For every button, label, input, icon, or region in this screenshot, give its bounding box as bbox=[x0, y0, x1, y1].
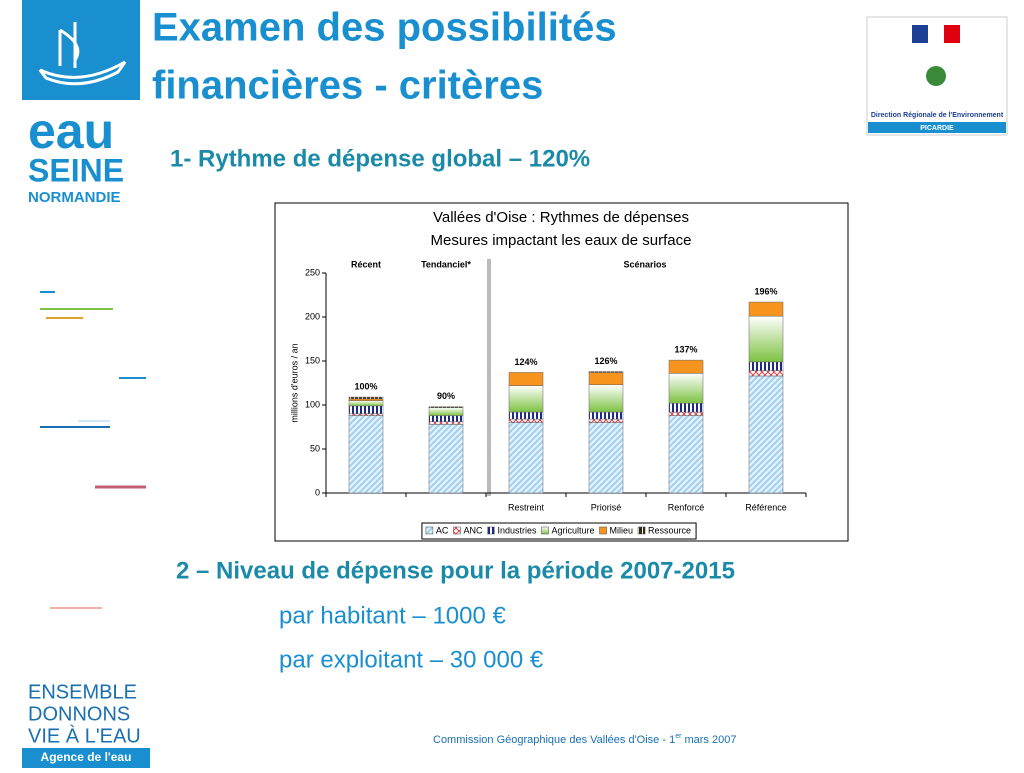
x-tick-label: Restreint bbox=[508, 502, 545, 512]
bar-segment bbox=[428, 406, 464, 408]
legend-swatch bbox=[599, 526, 607, 535]
bar-segment bbox=[588, 371, 624, 373]
percent-label: 124% bbox=[514, 357, 537, 367]
footer: Commission Géographique des Vallées d'Oi… bbox=[433, 733, 736, 746]
group-label: Récent bbox=[351, 259, 381, 269]
logo-ensemble: ENSEMBLE bbox=[28, 681, 137, 703]
legend-label: Industries bbox=[497, 525, 537, 535]
y-tick-label: 250 bbox=[305, 267, 320, 277]
subtitle: 1- Rythme de dépense global – 120% bbox=[170, 145, 590, 172]
section-heading: 2 – Niveau de dépense pour la période 20… bbox=[176, 557, 735, 584]
dre-region: PICARDIE bbox=[920, 125, 954, 132]
logo-badge-text: Agence de l'eau bbox=[41, 750, 132, 764]
x-tick-label: Renforcé bbox=[668, 502, 705, 512]
boat-icon bbox=[38, 22, 127, 86]
y-axis-label: millions d'euros / an bbox=[289, 343, 299, 422]
bar-segment bbox=[508, 385, 544, 413]
bar-segment bbox=[748, 375, 784, 494]
legend-swatch bbox=[487, 526, 495, 535]
logo-vie: VIE À L'EAU bbox=[28, 724, 141, 747]
bar-segment bbox=[348, 400, 384, 407]
legend-swatch bbox=[453, 526, 461, 535]
bar-segment bbox=[348, 413, 384, 416]
group-label: Scénarios bbox=[623, 259, 666, 269]
x-tick-label: Priorisé bbox=[591, 502, 622, 512]
legend-swatch bbox=[637, 526, 646, 535]
bar-segment bbox=[348, 396, 384, 400]
logo-eau: eau bbox=[28, 103, 114, 159]
bar-segment bbox=[348, 415, 384, 494]
bar-segment bbox=[508, 411, 544, 420]
bar-segment bbox=[428, 415, 464, 422]
flag-white bbox=[928, 25, 944, 43]
legend-label: Agriculture bbox=[551, 525, 594, 535]
legend-label: Ressource bbox=[648, 525, 691, 535]
bar-segment bbox=[588, 372, 624, 386]
dre-name: Direction Régionale de l'Environnement bbox=[871, 112, 1004, 119]
chart-title: Mesures impactant les eaux de surface bbox=[431, 232, 692, 249]
title-line: financières - critères bbox=[152, 64, 543, 108]
y-tick-label: 150 bbox=[305, 355, 320, 365]
decor-lines bbox=[40, 291, 146, 609]
chart-title: Vallées d'Oise : Rythmes de dépenses bbox=[433, 209, 689, 226]
y-tick-label: 200 bbox=[305, 311, 320, 321]
tree-icon bbox=[926, 66, 946, 86]
y-tick-label: 0 bbox=[315, 487, 320, 497]
legend-label: Milieu bbox=[610, 525, 634, 535]
percent-label: 196% bbox=[754, 286, 777, 296]
logo-badge bbox=[22, 748, 150, 768]
legend-label: ANC bbox=[463, 525, 483, 535]
bar-segment bbox=[508, 422, 544, 494]
bar-segment bbox=[508, 418, 544, 423]
y-tick-label: 100 bbox=[305, 399, 320, 409]
y-tick-label: 50 bbox=[310, 443, 320, 453]
legend-label: AC bbox=[436, 525, 449, 535]
legend-swatch bbox=[541, 526, 549, 535]
bar-segment bbox=[748, 301, 784, 317]
bar-segment bbox=[668, 359, 704, 374]
legend-swatch bbox=[425, 526, 434, 535]
bar-segment bbox=[668, 415, 704, 494]
bar-segment bbox=[588, 422, 624, 494]
bar-segment bbox=[348, 398, 384, 401]
flag-red bbox=[944, 25, 960, 43]
bar-segment bbox=[668, 373, 704, 404]
bar-segment bbox=[748, 315, 784, 363]
bar-segment bbox=[588, 411, 624, 420]
percent-label: 126% bbox=[594, 356, 617, 366]
percent-label: 100% bbox=[354, 381, 377, 391]
title-line: Examen des possibilités bbox=[152, 6, 617, 50]
dre-region-bar bbox=[868, 122, 1006, 133]
group-label: Tendanciel* bbox=[421, 259, 471, 269]
logo-normandie: NORMANDIE bbox=[28, 189, 121, 206]
logo-seine: SEINE bbox=[28, 152, 124, 188]
section-line: par exploitant – 30 000 € bbox=[279, 646, 544, 673]
percent-label: 90% bbox=[437, 391, 455, 401]
bar-segment bbox=[668, 411, 704, 416]
bar-segment bbox=[748, 361, 784, 371]
bar-segment bbox=[428, 407, 464, 416]
bar-segment bbox=[428, 421, 464, 425]
bar-segment bbox=[508, 372, 544, 386]
percent-label: 137% bbox=[674, 344, 697, 354]
bar-segment bbox=[668, 402, 704, 413]
section-line: par habitant – 1000 € bbox=[279, 602, 507, 629]
bar-segment bbox=[588, 418, 624, 423]
bar-segment bbox=[348, 405, 384, 415]
bar-segment bbox=[588, 384, 624, 413]
logo-donnons: DONNONS bbox=[28, 703, 130, 725]
bar-segment bbox=[748, 370, 784, 377]
x-tick-label: Référence bbox=[745, 502, 787, 512]
bar-segment bbox=[428, 424, 464, 494]
